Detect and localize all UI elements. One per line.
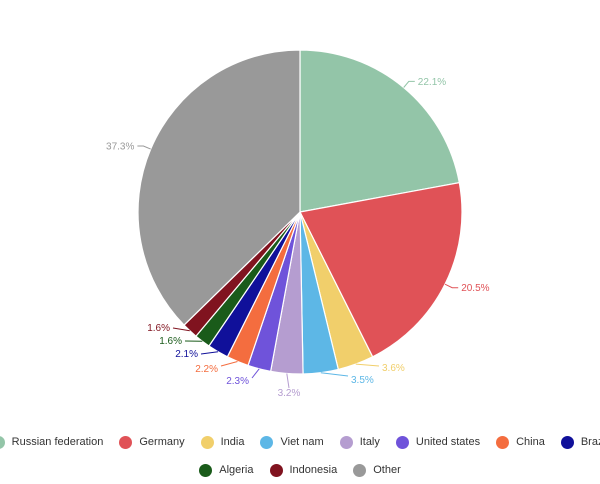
- data-label-other: 37.3%: [106, 142, 134, 153]
- legend-swatch-icon: [496, 435, 510, 449]
- slice-russian-federation[interactable]: [299, 49, 461, 213]
- pie-chart: 22.1% 20.5% 3.6% 3.5% 3.2% 2.3% 2.2% 2.1% 1.6% 1.…: [106, 49, 490, 399]
- legend-swatch-icon: [200, 435, 214, 449]
- leader-line-italy: [286, 373, 290, 389]
- legend-swatch-icon: [339, 435, 353, 449]
- legend-item-algeria[interactable]: Algeria: [199, 463, 254, 477]
- slice-other[interactable]: [137, 49, 301, 326]
- data-label-algeria: 1.6%: [159, 336, 182, 347]
- legend-swatch-icon: [395, 435, 409, 449]
- legend-label: Indonesia: [289, 464, 338, 476]
- leader-line-china: [220, 361, 238, 367]
- legend-item-china[interactable]: China: [496, 435, 545, 449]
- legend-swatch-icon: [0, 435, 5, 449]
- data-label-italy: 3.2%: [278, 388, 301, 399]
- legend-swatch-icon: [353, 463, 367, 477]
- data-label-china: 2.2%: [195, 364, 218, 375]
- data-label-brazil: 2.1%: [175, 349, 198, 360]
- legend-row-2: Algeria Indonesia Other: [0, 456, 600, 484]
- leader-line-viet-nam: [320, 372, 349, 377]
- legend-swatch-icon: [119, 435, 133, 449]
- legend-item-russian-federation[interactable]: Russian federation: [0, 435, 104, 449]
- leader-line-other: [137, 145, 151, 150]
- leader-line-india: [355, 363, 380, 367]
- legend: Russian federation Germany India Viet nam It…: [0, 428, 600, 484]
- legend-swatch-icon: [560, 435, 574, 449]
- leader-line-russian-federation: [403, 80, 415, 88]
- data-label-india: 3.6%: [382, 363, 405, 374]
- leader-line-united-states: [251, 368, 260, 379]
- legend-item-brazil[interactable]: Brazil: [560, 435, 600, 449]
- legend-swatch-icon: [199, 463, 213, 477]
- legend-item-italy[interactable]: Italy: [339, 435, 380, 449]
- legend-label: China: [516, 436, 545, 448]
- legend-item-india[interactable]: India: [200, 435, 245, 449]
- legend-label: Other: [373, 464, 401, 476]
- legend-item-other[interactable]: Other: [353, 463, 401, 477]
- legend-label: Italy: [359, 436, 380, 448]
- legend-label: Viet nam: [280, 436, 324, 448]
- leader-line-brazil: [200, 351, 219, 355]
- legend-label: India: [220, 436, 245, 448]
- data-label-indonesia: 1.6%: [147, 323, 170, 334]
- legend-item-viet-nam[interactable]: Viet nam: [260, 435, 324, 449]
- legend-swatch-icon: [260, 435, 274, 449]
- data-label-germany: 20.5%: [461, 283, 489, 294]
- legend-label: United states: [415, 436, 481, 448]
- data-label-russian-federation: 22.1%: [418, 77, 446, 88]
- data-label-viet-nam: 3.5%: [351, 375, 374, 386]
- legend-item-indonesia[interactable]: Indonesia: [269, 463, 338, 477]
- leader-line-indonesia: [172, 327, 190, 332]
- data-label-united-states: 2.3%: [226, 376, 249, 387]
- legend-item-germany[interactable]: Germany: [119, 435, 185, 449]
- legend-label: Russian federation: [11, 436, 104, 448]
- leader-line-germany: [444, 283, 459, 289]
- legend-label: Brazil: [580, 436, 600, 448]
- legend-item-united-states[interactable]: United states: [395, 435, 481, 449]
- legend-label: Germany: [139, 436, 185, 448]
- legend-row-1: Russian federation Germany India Viet nam It…: [0, 428, 600, 456]
- legend-swatch-icon: [269, 463, 283, 477]
- legend-label: Algeria: [219, 464, 254, 476]
